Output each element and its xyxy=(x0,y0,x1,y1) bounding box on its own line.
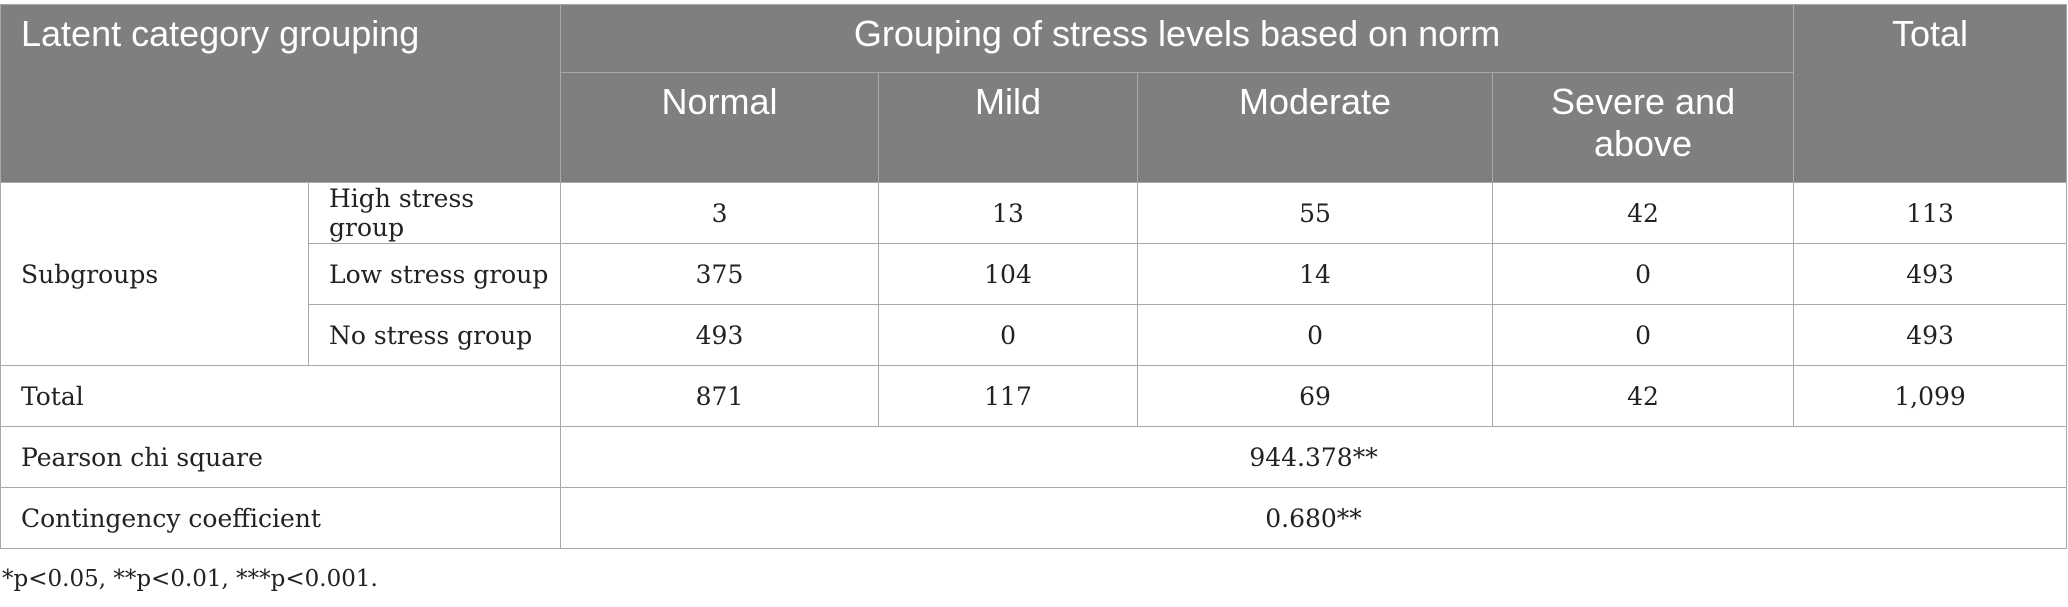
table-cell: 42 xyxy=(1492,182,1795,244)
contingency-label: Contingency coefficient xyxy=(0,487,562,549)
header-total: Total xyxy=(1793,4,2068,183)
table-row: Subgroups High stress group 3 13 55 42 1… xyxy=(0,182,2068,366)
table-row: Low stress group 375 104 14 0 493 xyxy=(1,243,2068,305)
table-cell: 104 xyxy=(878,243,1139,305)
pearson-row: Pearson chi square 944.378** xyxy=(0,426,2068,488)
table-cell: 1,099 xyxy=(1793,365,2068,427)
table-cell: 14 xyxy=(1137,243,1494,305)
table-cell: 42 xyxy=(1492,365,1795,427)
table-cell: 493 xyxy=(1793,304,2068,366)
table-cell: 493 xyxy=(560,304,880,366)
table-cell: 117 xyxy=(878,365,1139,427)
table-cell: 871 xyxy=(560,365,880,427)
table-cell: 55 xyxy=(1137,182,1494,244)
table-cell: 0 xyxy=(1137,304,1494,366)
table-cell: 113 xyxy=(1793,182,2068,244)
table-cell: 493 xyxy=(1793,243,2068,305)
contingency-value: 0.680** xyxy=(560,487,2068,549)
table-cell: 69 xyxy=(1137,365,1494,427)
pearson-label: Pearson chi square xyxy=(0,426,562,488)
header-level-severe: Severe and above xyxy=(1492,72,1795,183)
row-label: No stress group xyxy=(307,304,562,366)
table-cell: 0 xyxy=(1492,243,1795,305)
total-label: Total xyxy=(0,365,562,427)
table-cell: 13 xyxy=(878,182,1139,244)
contingency-row: Contingency coefficient 0.680** xyxy=(0,487,2068,549)
header-latent-category: Latent category grouping xyxy=(0,4,562,183)
total-row: Total 871 117 69 42 1,099 xyxy=(0,365,2068,427)
header-level-normal: Normal xyxy=(560,72,880,183)
row-label: Low stress group xyxy=(307,243,562,305)
table-row: No stress group 493 0 0 0 493 xyxy=(1,304,2068,366)
subgroups-label: Subgroups xyxy=(0,182,309,366)
table-cell: 3 xyxy=(560,182,880,244)
header-grouping: Grouping of stress levels based on norm xyxy=(560,4,1795,73)
pearson-value: 944.378** xyxy=(560,426,2068,488)
table-cell: 0 xyxy=(1492,304,1795,366)
table-cell: 0 xyxy=(878,304,1139,366)
header-level-mild: Mild xyxy=(878,72,1139,183)
stress-table: Latent category grouping Grouping of str… xyxy=(0,4,2068,549)
footnote: *p<0.05, **p<0.01, ***p<0.001. xyxy=(2,566,378,592)
table-cell: 375 xyxy=(560,243,880,305)
row-label: High stress group xyxy=(307,182,562,244)
header-level-moderate: Moderate xyxy=(1137,72,1494,183)
